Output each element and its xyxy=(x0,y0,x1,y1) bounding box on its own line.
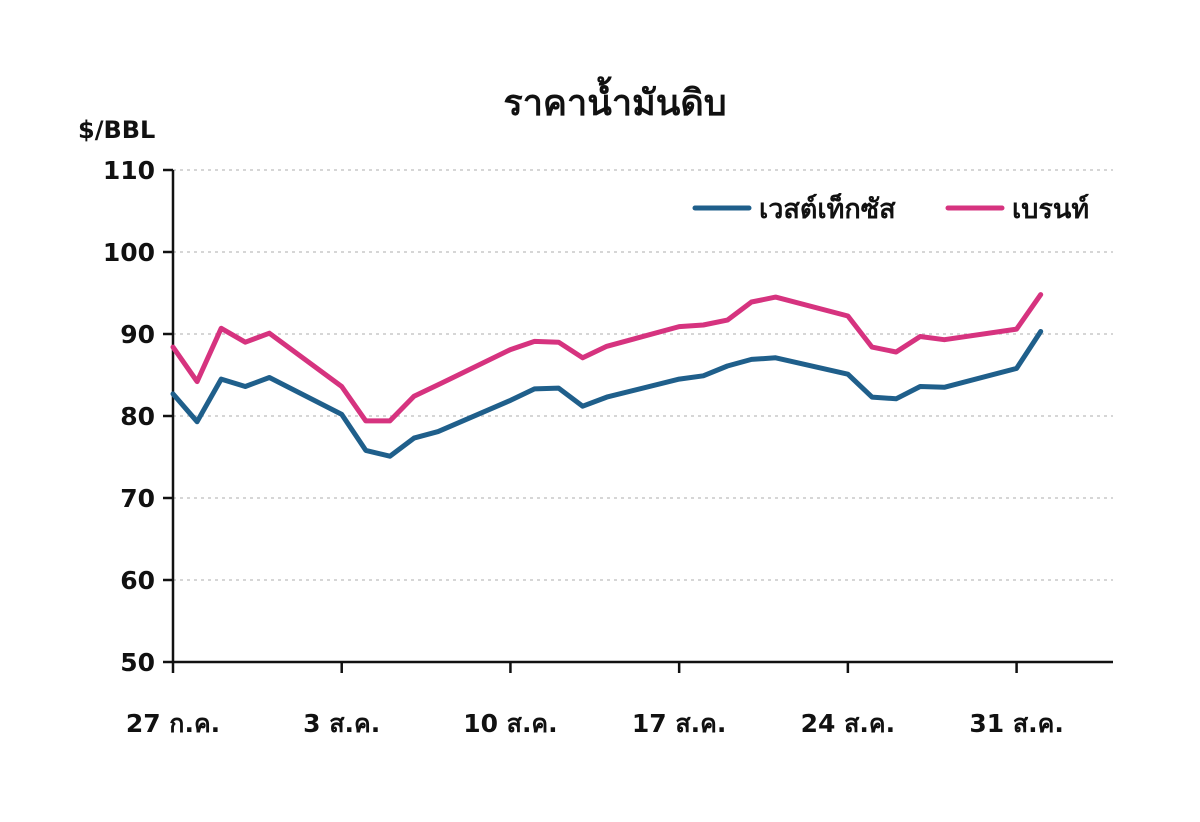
series-lines xyxy=(170,292,1044,459)
y-tick-label: 100 xyxy=(103,238,155,267)
y-tick-label: 80 xyxy=(120,402,155,431)
legend-label-1: เวสต์เท็กซัส xyxy=(759,191,896,225)
x-tick-label: 31 ส.ค. xyxy=(969,709,1063,738)
y-tick-label: 50 xyxy=(120,648,155,677)
x-axis-tick-labels: 27 ก.ค. 3 ส.ค. 10 ส.ค. 17 ส.ค. 24 ส.ค. 31 ส.ค… xyxy=(126,709,1064,738)
y-tick-label: 70 xyxy=(120,484,155,513)
legend-label-2: เบรนท์ xyxy=(1012,193,1089,225)
legend: เวสต์เท็กซัส เบรนท์ xyxy=(692,191,1089,225)
series-line-1 xyxy=(170,329,1044,459)
y-tick-label: 60 xyxy=(120,566,155,595)
series-line-2 xyxy=(170,292,1044,424)
y-axis-tick-labels: 50 60 70 80 90 100 110 xyxy=(103,156,155,677)
y-tick-label: 90 xyxy=(120,320,155,349)
y-tick-label: 110 xyxy=(103,156,155,185)
y-axis-unit-label: $/BBL xyxy=(78,116,155,144)
x-tick-label: 3 ส.ค. xyxy=(303,709,380,738)
axes xyxy=(163,168,1113,673)
x-tick-label: 24 ส.ค. xyxy=(801,709,895,738)
gridlines xyxy=(173,169,1113,581)
x-tick-label: 10 ส.ค. xyxy=(463,709,557,738)
x-tick-label: 17 ส.ค. xyxy=(632,709,726,738)
x-tick-label: 27 ก.ค. xyxy=(126,709,220,738)
chart-title: ราคาน้ำมันดิบ xyxy=(503,76,726,124)
